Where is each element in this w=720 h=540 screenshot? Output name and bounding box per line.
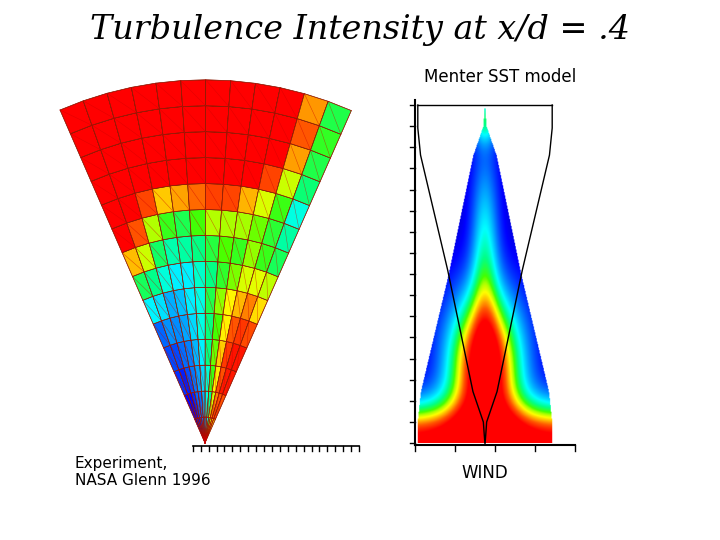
- Text: Experiment,
NASA Glenn 1996: Experiment, NASA Glenn 1996: [75, 456, 211, 488]
- Text: Turbulence Intensity at x/d = .4: Turbulence Intensity at x/d = .4: [90, 14, 630, 46]
- Text: Menter SST model: Menter SST model: [424, 68, 576, 86]
- Text: WIND: WIND: [462, 464, 508, 482]
